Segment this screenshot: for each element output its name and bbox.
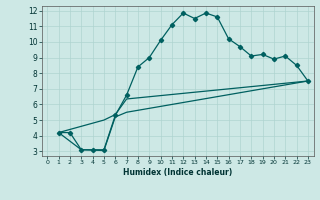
X-axis label: Humidex (Indice chaleur): Humidex (Indice chaleur) [123, 168, 232, 177]
